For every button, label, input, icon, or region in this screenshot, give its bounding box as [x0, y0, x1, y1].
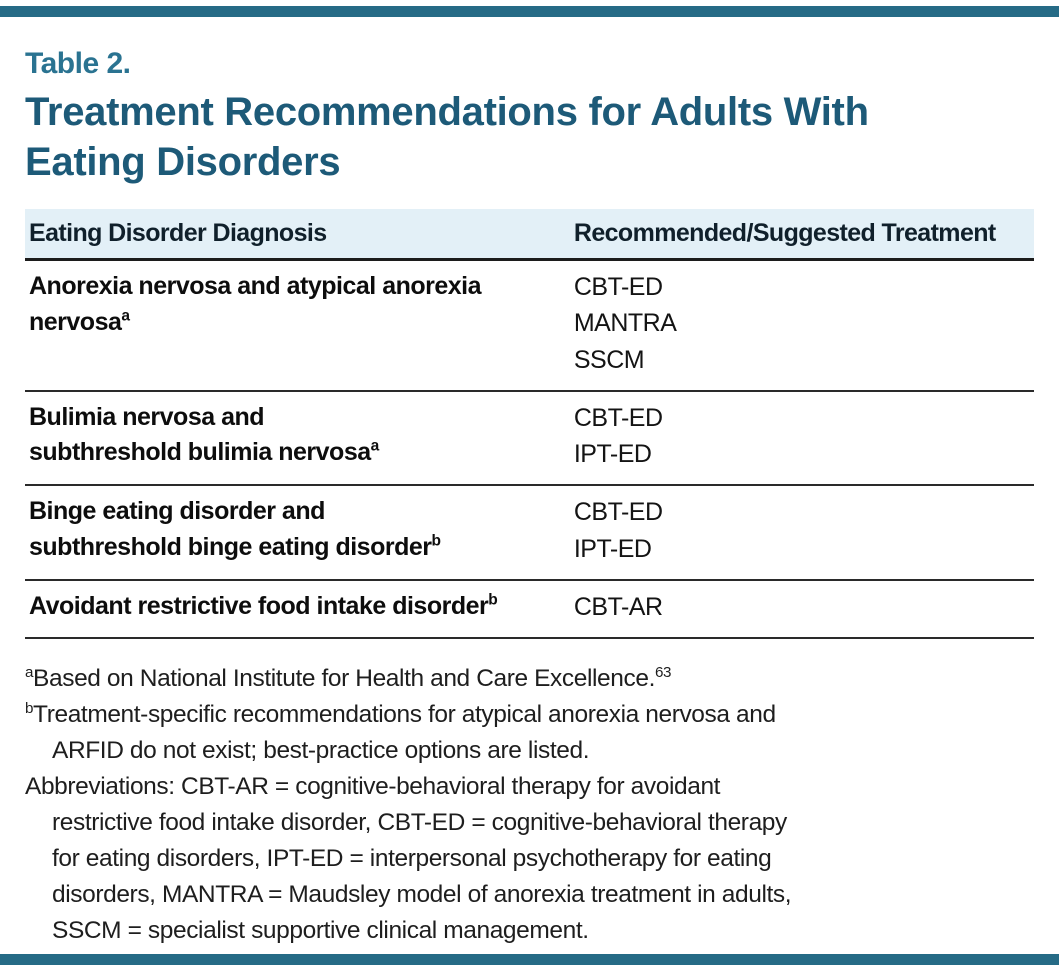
treatment-cell: CBT-ED IPT-ED — [569, 485, 1034, 581]
diagnosis-cell: Anorexia nervosa and atypical anorexia n… — [25, 259, 570, 392]
page-title: Treatment Recommendations for Adults Wit… — [25, 90, 869, 184]
footnotes: aBased on National Institute for Health … — [25, 661, 985, 949]
treatment-item: CBT-ED — [573, 273, 663, 301]
footnote-marker: a — [25, 663, 34, 681]
footnote-marker: a — [121, 307, 130, 325]
diagnosis-text: Binge eating disorder and subthreshold b… — [29, 497, 432, 561]
treatment-item: IPT-ED — [573, 440, 652, 468]
footnote-marker: b — [488, 591, 498, 609]
column-header-diagnosis: Eating Disorder Diagnosis — [25, 209, 570, 261]
footnote: aBased on National Institute for Health … — [25, 661, 985, 697]
table-row: Anorexia nervosa and atypical anorexia n… — [25, 259, 1034, 392]
table-row: Avoidant restrictive food intake disorde… — [25, 579, 1034, 640]
diagnosis-text: Anorexia nervosa and atypical anorexia n… — [29, 272, 482, 336]
treatment-item: CBT-AR — [573, 592, 663, 621]
bottom-accent-bar — [0, 954, 1059, 965]
footnote: bTreatment-specific recommendations for … — [25, 697, 985, 769]
treatment-cell: CBT-AR — [569, 579, 1034, 640]
table-label: Table 2. — [25, 47, 131, 80]
treatment-item: CBT-ED — [573, 403, 663, 432]
treatment-item: IPT-ED — [573, 534, 652, 563]
footnote-text: Abbreviations: CBT-AR = cognitive-behavi… — [25, 773, 792, 944]
treatment-item: SSCM — [573, 345, 645, 374]
footnote: Abbreviations: CBT-AR = cognitive-behavi… — [25, 769, 985, 949]
column-header-treatment: Recommended/Suggested Treatment — [569, 209, 1034, 261]
footnote-text: Treatment-specific recommendations for a… — [33, 701, 776, 764]
top-accent-bar — [0, 6, 1059, 17]
footnote-marker: a — [370, 437, 380, 455]
diagnosis-cell: Bulimia nervosa and subthreshold bulimia… — [25, 390, 570, 487]
treatment-table: Eating Disorder Diagnosis Recommended/Su… — [25, 209, 1034, 640]
treatment-cell: CBT-ED IPT-ED — [569, 390, 1034, 487]
content: Table 2. Treatment Recommendations for A… — [0, 17, 1059, 949]
diagnosis-text: Bulimia nervosa and subthreshold bulimia… — [29, 402, 371, 467]
treatment-cell: CBT-ED MANTRA SSCM — [569, 259, 1034, 392]
treatment-item: CBT-ED — [573, 498, 663, 527]
footnote-marker: b — [431, 532, 441, 550]
table-row: Binge eating disorder and subthreshold b… — [25, 485, 1034, 581]
diagnosis-cell: Binge eating disorder and subthreshold b… — [25, 485, 570, 581]
table-header-row: Eating Disorder Diagnosis Recommended/Su… — [25, 209, 1034, 261]
diagnosis-cell: Avoidant restrictive food intake disorde… — [25, 579, 570, 640]
treatment-item: MANTRA — [573, 309, 677, 338]
table-row: Bulimia nervosa and subthreshold bulimia… — [25, 390, 1034, 487]
footnote-marker: b — [25, 699, 34, 717]
reference-superscript: 63 — [655, 663, 672, 681]
diagnosis-text: Avoidant restrictive food intake disorde… — [29, 591, 489, 620]
footnote-text: Based on National Institute for Health a… — [33, 665, 655, 692]
